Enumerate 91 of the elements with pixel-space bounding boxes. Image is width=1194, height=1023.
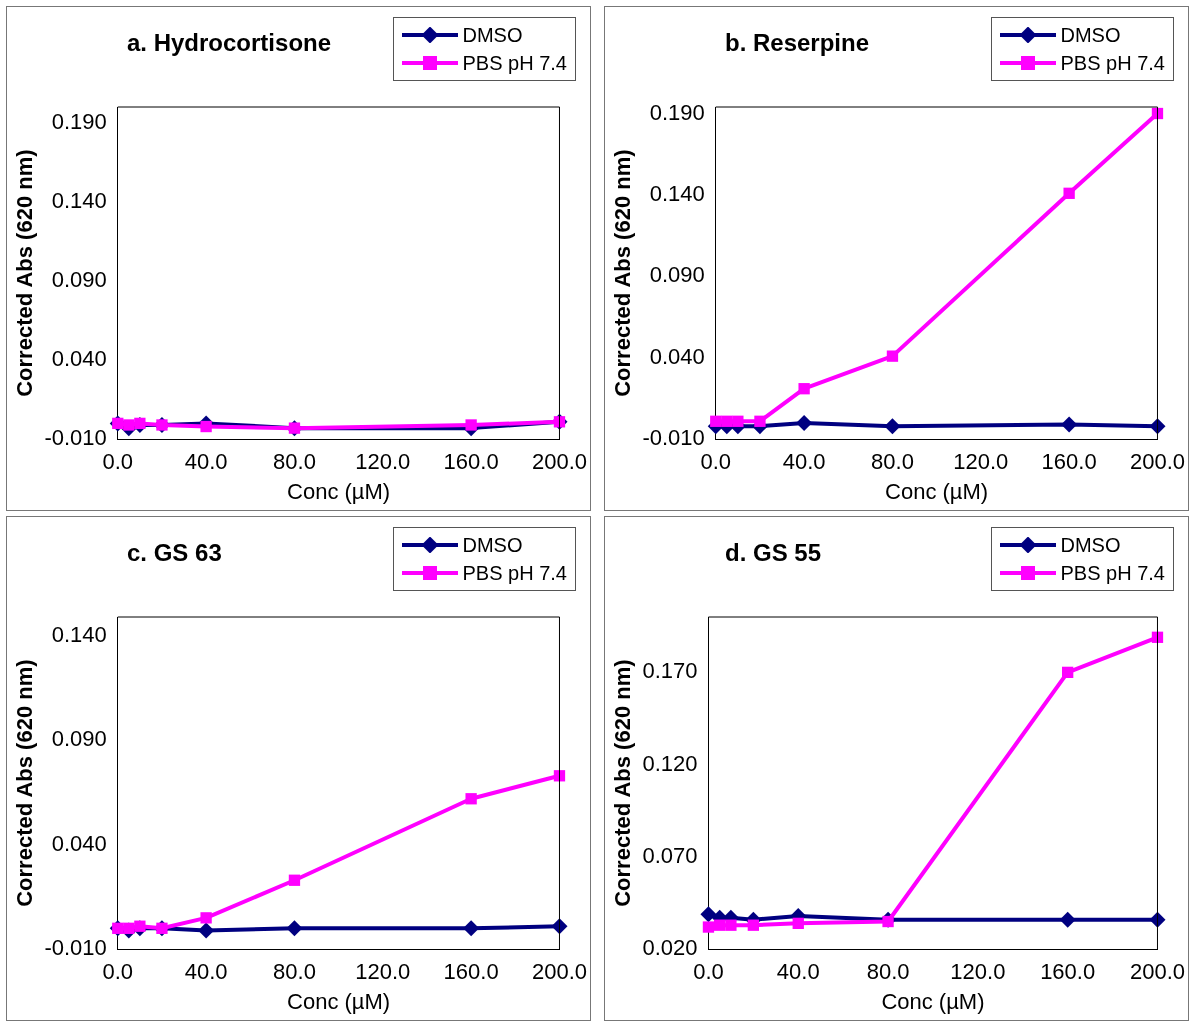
x-tick-label: 80.0 bbox=[871, 449, 914, 475]
point bbox=[710, 415, 722, 427]
point bbox=[884, 418, 901, 435]
legend-label: PBS pH 7.4 bbox=[1060, 561, 1165, 585]
y-tick-label: 0.070 bbox=[642, 842, 698, 868]
x-tick-label: 0.0 bbox=[102, 449, 134, 475]
x-tick-label: 160.0 bbox=[1041, 449, 1097, 475]
y-tick-label: 0.120 bbox=[642, 750, 698, 776]
x-tick-label: 200.0 bbox=[531, 449, 587, 475]
point bbox=[886, 350, 899, 362]
y-tick-label: 0.090 bbox=[51, 726, 107, 752]
x-tick-label: 120.0 bbox=[355, 959, 411, 985]
point bbox=[288, 874, 301, 886]
point bbox=[725, 919, 737, 931]
y-tick-label: 0.140 bbox=[51, 187, 107, 213]
x-tick-label: 40.0 bbox=[776, 959, 820, 985]
point bbox=[798, 383, 810, 395]
y-tick-label: 0.140 bbox=[649, 181, 705, 206]
y-tick-label: 0.090 bbox=[649, 262, 705, 288]
chart-title: d. GS 55 bbox=[725, 539, 822, 567]
x-tick-label: 80.0 bbox=[866, 959, 910, 985]
x-tick-label: 200.0 bbox=[531, 959, 587, 985]
x-tick-label: 120.0 bbox=[953, 449, 1009, 475]
legend-label: PBS pH 7.4 bbox=[462, 561, 567, 585]
point bbox=[1061, 416, 1078, 433]
y-tick-label: 0.040 bbox=[649, 343, 705, 369]
point bbox=[754, 415, 766, 427]
x-tick-label: 160.0 bbox=[1040, 959, 1096, 985]
x-tick-label: 80.0 bbox=[273, 959, 316, 985]
point bbox=[463, 920, 480, 937]
point bbox=[286, 920, 303, 937]
y-tick-label: -0.010 bbox=[44, 425, 107, 451]
y-tick-label: 0.040 bbox=[51, 830, 107, 856]
y-tick-label: 0.040 bbox=[51, 346, 107, 372]
y-axis-title: Corrected Abs (620 nm) bbox=[12, 149, 38, 397]
point bbox=[747, 919, 760, 931]
point bbox=[700, 906, 717, 923]
x-tick-label: 0.0 bbox=[693, 959, 724, 985]
point bbox=[732, 415, 744, 427]
x-axis-title: Conc (µM) bbox=[287, 478, 391, 504]
y-tick-label: 0.020 bbox=[642, 935, 698, 961]
y-tick-label: 0.190 bbox=[51, 108, 107, 134]
x-tick-label: 200.0 bbox=[1129, 449, 1185, 475]
point bbox=[882, 915, 894, 928]
point bbox=[792, 917, 804, 930]
point bbox=[200, 912, 212, 924]
x-axis-title: Conc (µM) bbox=[885, 478, 989, 504]
point bbox=[796, 414, 813, 431]
point bbox=[721, 415, 733, 427]
legend-label: PBS pH 7.4 bbox=[1060, 51, 1165, 75]
point bbox=[465, 793, 477, 805]
legend-label: DMSO bbox=[1060, 533, 1121, 557]
x-tick-label: 120.0 bbox=[355, 449, 411, 475]
point bbox=[702, 921, 715, 933]
y-tick-label: 0.140 bbox=[51, 621, 107, 647]
y-tick-label: 0.170 bbox=[642, 658, 698, 684]
chart-title: a. Hydrocortisone bbox=[127, 29, 332, 57]
y-axis-title: Corrected Abs (620 nm) bbox=[610, 659, 636, 907]
point bbox=[714, 919, 726, 931]
y-axis-title: Corrected Abs (620 nm) bbox=[12, 659, 38, 907]
point bbox=[1063, 187, 1075, 199]
y-tick-label: 0.190 bbox=[649, 99, 705, 125]
point bbox=[134, 920, 146, 932]
x-tick-label: 40.0 bbox=[782, 449, 826, 475]
legend-label: DMSO bbox=[462, 533, 523, 557]
point bbox=[200, 420, 212, 433]
point bbox=[198, 922, 215, 939]
x-tick-label: 0.0 bbox=[700, 449, 732, 475]
point bbox=[1059, 911, 1076, 928]
legend-label: PBS pH 7.4 bbox=[462, 51, 567, 75]
x-axis-title: Conc (µM) bbox=[287, 988, 391, 1014]
y-tick-label: 0.090 bbox=[51, 267, 107, 293]
chart-title: b. Reserpine bbox=[725, 29, 870, 57]
x-tick-label: 0.0 bbox=[102, 959, 134, 985]
y-tick-label: -0.010 bbox=[44, 935, 107, 961]
x-tick-label: 40.0 bbox=[184, 449, 228, 475]
x-axis-title: Conc (µM) bbox=[881, 988, 985, 1014]
legend-label: DMSO bbox=[1060, 23, 1121, 47]
legend-label: DMSO bbox=[462, 23, 523, 47]
point bbox=[1062, 666, 1074, 679]
y-axis-title: Corrected Abs (620 nm) bbox=[610, 149, 636, 397]
x-tick-label: 160.0 bbox=[443, 959, 499, 985]
x-tick-label: 200.0 bbox=[1129, 959, 1185, 985]
x-tick-label: 80.0 bbox=[273, 449, 316, 475]
point bbox=[465, 419, 477, 431]
y-tick-label: -0.010 bbox=[642, 425, 705, 451]
point bbox=[123, 419, 135, 431]
x-tick-label: 40.0 bbox=[184, 959, 228, 985]
x-tick-label: 120.0 bbox=[950, 959, 1006, 985]
chart-title: c. GS 63 bbox=[127, 539, 222, 567]
x-tick-label: 160.0 bbox=[443, 449, 499, 475]
